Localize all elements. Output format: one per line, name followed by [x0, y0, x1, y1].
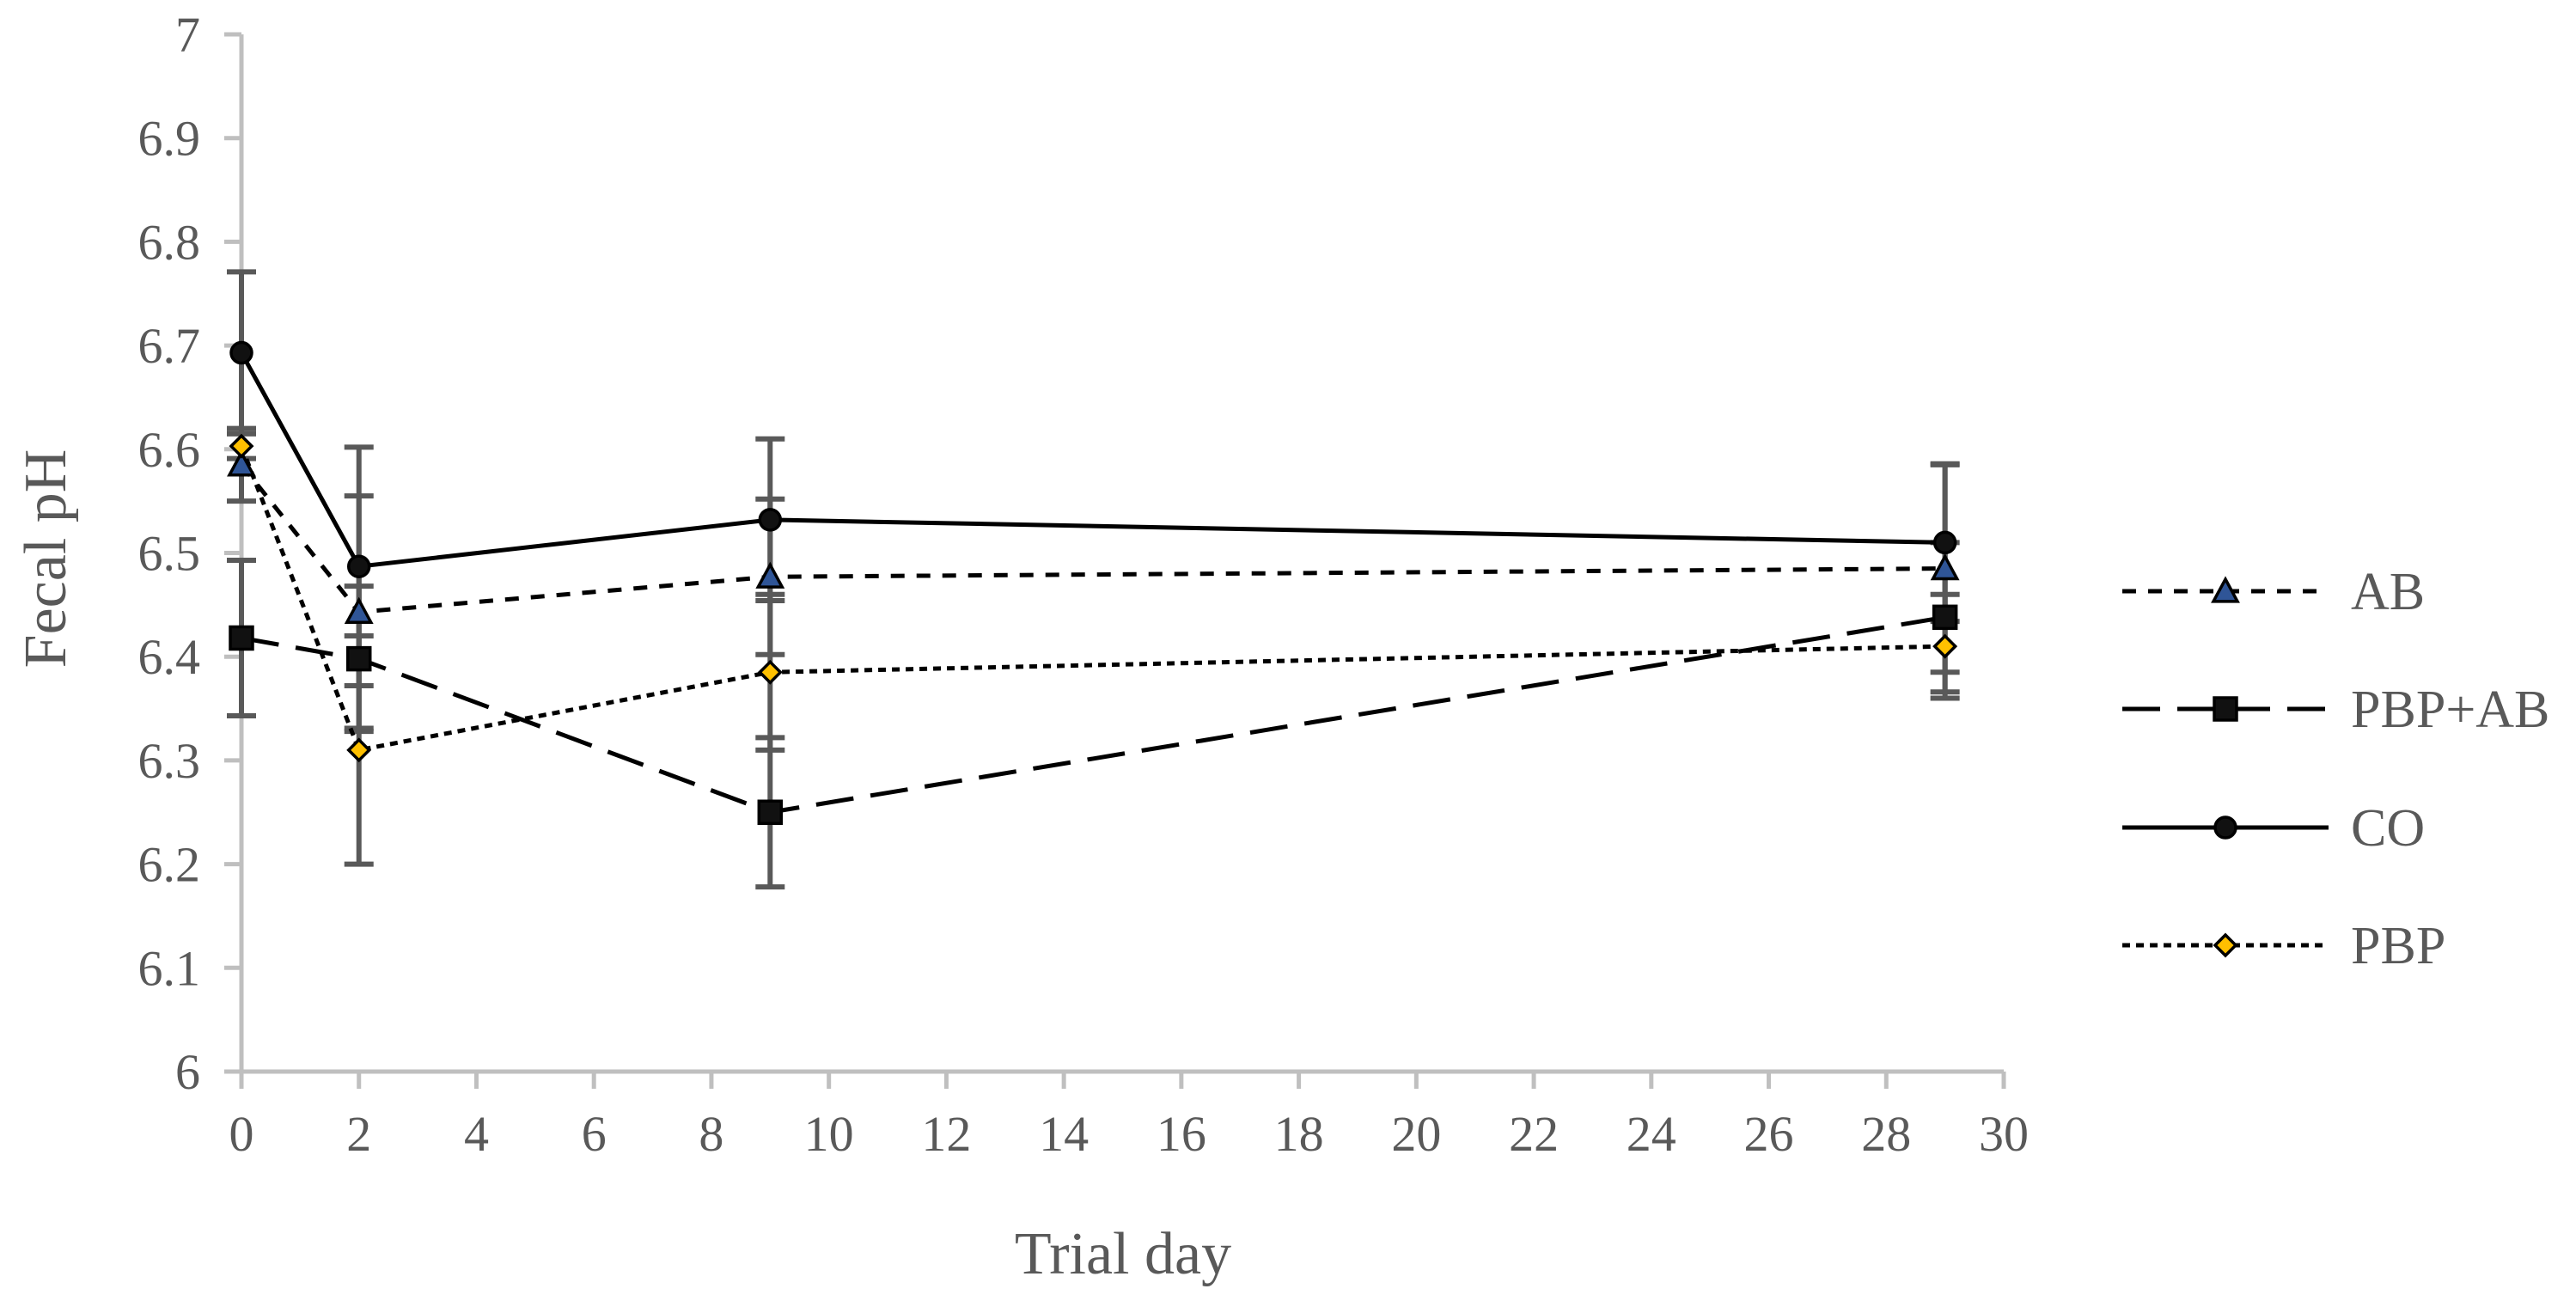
data-point-pbp-ab: [345, 645, 372, 672]
data-point-pbp: [757, 659, 783, 685]
legend-label-pbp-ab: PBP+AB: [2351, 681, 2549, 739]
legend-marker-ab: [2211, 576, 2240, 603]
data-point-pbp: [346, 737, 372, 763]
legend-label-co: CO: [2351, 799, 2425, 858]
x-tick-label: 0: [229, 1106, 254, 1162]
y-tick-label: 6: [175, 1044, 200, 1100]
legend-marker-pbp: [2213, 932, 2238, 958]
tick-labels: 66.16.26.36.46.56.66.76.86.970 2 4 6 8 10 12 14…: [138, 7, 2030, 1162]
data-point-pbp-ab: [757, 799, 784, 825]
data-point-co: [346, 554, 371, 578]
x-tick-label: 12: [921, 1106, 971, 1162]
x-tick-label: 30: [1979, 1106, 2029, 1162]
series-line-ab: [240, 463, 1945, 614]
x-tick-label: 26: [1744, 1106, 1794, 1162]
legend-marker-pbp-ab: [2213, 696, 2238, 722]
x-axis-title: Trial day: [1015, 1221, 1231, 1287]
x-tick-label: 22: [1509, 1106, 1559, 1162]
y-axis-title: Fecal pH: [13, 449, 79, 669]
y-tick-label: 6.6: [138, 422, 201, 478]
x-tick-label: 4: [464, 1106, 489, 1162]
x-tick-label: 10: [804, 1106, 854, 1162]
y-tick-label: 6.2: [138, 837, 201, 893]
series-line-co: [239, 351, 1945, 569]
x-tick-label: 2: [346, 1106, 371, 1162]
legend-label-ab: AB: [2351, 563, 2425, 621]
data-point-co: [758, 508, 783, 532]
x-tick-label: 8: [699, 1106, 723, 1162]
data-point-ab: [344, 596, 374, 624]
y-tick-label: 6.8: [138, 214, 201, 270]
series-line-pbp-ab: [241, 614, 1946, 815]
x-tick-label: 6: [582, 1106, 607, 1162]
data-point-pbp: [1932, 633, 1958, 659]
data-point-co: [1932, 530, 1957, 555]
y-tick-label: 6.1: [138, 940, 201, 996]
x-tick-label: 20: [1391, 1106, 1441, 1162]
axes: [224, 32, 2006, 1089]
y-tick-label: 6.3: [138, 733, 201, 789]
y-tick-label: 6.7: [138, 318, 201, 374]
data-point-ab: [755, 561, 785, 589]
series-line-pbp: [239, 445, 1945, 753]
data-point-ab: [227, 449, 256, 477]
data-point-ab: [1930, 553, 1960, 581]
y-tick-label: 6.4: [138, 629, 201, 685]
legend-marker-co: [2213, 815, 2237, 840]
series-lines: [239, 351, 1946, 815]
y-tick-label: 6.9: [138, 111, 201, 167]
y-tick-label: 7: [175, 7, 200, 63]
data-point-pbp-ab: [229, 625, 254, 651]
x-tick-label: 24: [1627, 1106, 1676, 1162]
data-point-pbp: [229, 433, 254, 459]
x-tick-label: 14: [1039, 1106, 1089, 1162]
series-markers: [227, 340, 1960, 825]
x-tick-label: 16: [1157, 1106, 1206, 1162]
legend[interactable]: AB PBP+AB CO PBP: [2122, 563, 2549, 975]
y-tick-label: 6.5: [138, 526, 201, 582]
x-tick-label: 28: [1861, 1106, 1911, 1162]
data-point-co: [229, 340, 253, 365]
data-point-pbp-ab: [1932, 604, 1958, 631]
error-bars: [227, 269, 1960, 890]
legend-label-pbp: PBP: [2351, 917, 2445, 975]
x-tick-label: 18: [1274, 1106, 1324, 1162]
